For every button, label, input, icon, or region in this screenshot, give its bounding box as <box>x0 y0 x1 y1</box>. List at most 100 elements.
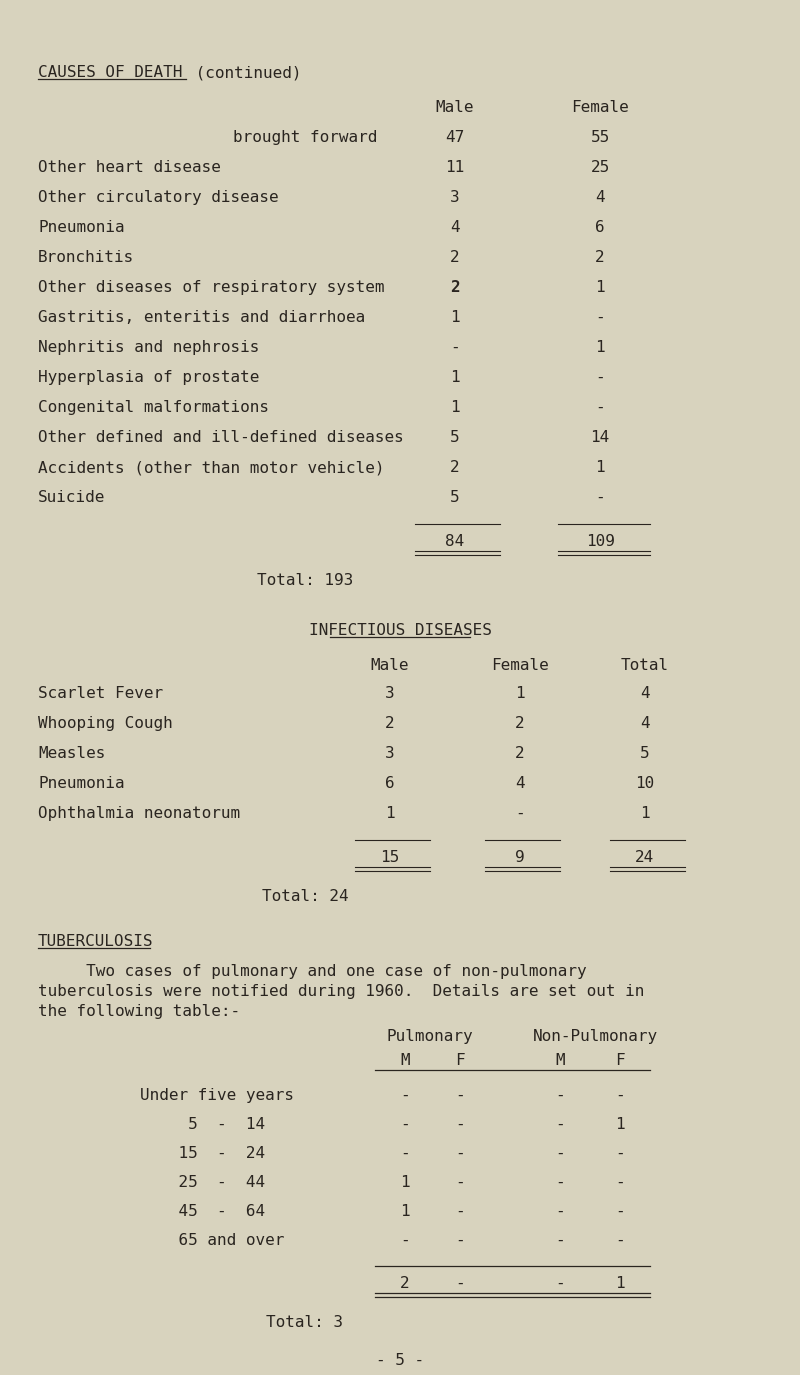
Text: 1: 1 <box>595 340 605 355</box>
Text: 5: 5 <box>450 490 460 505</box>
Text: Whooping Cough: Whooping Cough <box>38 716 173 732</box>
Text: -: - <box>400 1145 410 1160</box>
Text: Female: Female <box>491 659 549 672</box>
Text: the following table:-: the following table:- <box>38 1004 240 1019</box>
Text: 5  -  14: 5 - 14 <box>140 1116 265 1132</box>
Text: -: - <box>555 1116 565 1132</box>
Text: 1: 1 <box>450 370 460 385</box>
Text: F: F <box>455 1053 465 1068</box>
Text: Total: Total <box>621 659 669 672</box>
Text: Measles: Measles <box>38 747 106 760</box>
Text: 1: 1 <box>615 1116 625 1132</box>
Text: -: - <box>615 1176 625 1189</box>
Text: -: - <box>455 1088 465 1103</box>
Text: Under five years: Under five years <box>140 1088 294 1103</box>
Text: Gastritis, enteritis and diarrhoea: Gastritis, enteritis and diarrhoea <box>38 309 366 324</box>
Text: Female: Female <box>571 100 629 116</box>
Text: 4: 4 <box>450 220 460 235</box>
Text: 2: 2 <box>385 716 395 732</box>
Text: Non-Pulmonary: Non-Pulmonary <box>533 1028 658 1044</box>
Text: Suicide: Suicide <box>38 490 106 505</box>
Text: 5: 5 <box>640 747 650 760</box>
Text: -: - <box>400 1116 410 1132</box>
Text: -: - <box>595 400 605 415</box>
Text: Bronchitis: Bronchitis <box>38 250 134 265</box>
Text: -: - <box>455 1116 465 1132</box>
Text: 4: 4 <box>515 775 525 791</box>
Text: 10: 10 <box>635 775 654 791</box>
Text: 9: 9 <box>515 850 525 865</box>
Text: Nephritis and nephrosis: Nephritis and nephrosis <box>38 340 259 355</box>
Text: 25  -  44: 25 - 44 <box>140 1176 265 1189</box>
Text: 47: 47 <box>446 131 465 144</box>
Text: Pulmonary: Pulmonary <box>386 1028 474 1044</box>
Text: -: - <box>455 1204 465 1220</box>
Text: 1: 1 <box>515 686 525 701</box>
Text: 4: 4 <box>595 190 605 205</box>
Text: 3: 3 <box>450 190 460 205</box>
Text: 1: 1 <box>595 280 605 296</box>
Text: -: - <box>555 1176 565 1189</box>
Text: 11: 11 <box>446 160 465 175</box>
Text: -: - <box>555 1233 565 1248</box>
Text: 4: 4 <box>640 716 650 732</box>
Text: -: - <box>455 1145 465 1160</box>
Text: 25: 25 <box>590 160 610 175</box>
Text: M: M <box>555 1053 565 1068</box>
Text: 1: 1 <box>385 806 395 821</box>
Text: 2: 2 <box>400 1276 410 1291</box>
Text: 84: 84 <box>446 534 465 549</box>
Text: 15: 15 <box>380 850 400 865</box>
Text: Male: Male <box>370 659 410 672</box>
Text: Two cases of pulmonary and one case of non-pulmonary: Two cases of pulmonary and one case of n… <box>38 964 586 979</box>
Text: 1: 1 <box>450 309 460 324</box>
Text: 6: 6 <box>595 220 605 235</box>
Text: 2: 2 <box>450 280 460 296</box>
Text: Pneumonia: Pneumonia <box>38 220 125 235</box>
Text: 1: 1 <box>595 461 605 474</box>
Text: -: - <box>400 1088 410 1103</box>
Text: Total: 3: Total: 3 <box>266 1314 343 1330</box>
Text: F: F <box>615 1053 625 1068</box>
Text: -: - <box>615 1088 625 1103</box>
Text: 2: 2 <box>450 250 460 265</box>
Text: 3: 3 <box>385 686 395 701</box>
Text: Ophthalmia neonatorum: Ophthalmia neonatorum <box>38 806 240 821</box>
Text: Accidents (other than motor vehicle): Accidents (other than motor vehicle) <box>38 461 385 474</box>
Text: -: - <box>455 1276 465 1291</box>
Text: -: - <box>595 309 605 324</box>
Text: Other diseases of respiratory system: Other diseases of respiratory system <box>38 280 385 296</box>
Text: tuberculosis were notified during 1960.  Details are set out in: tuberculosis were notified during 1960. … <box>38 984 644 1000</box>
Text: -: - <box>555 1276 565 1291</box>
Text: Other circulatory disease: Other circulatory disease <box>38 190 278 205</box>
Text: 109: 109 <box>586 534 614 549</box>
Text: 1: 1 <box>615 1276 625 1291</box>
Text: 45  -  64: 45 - 64 <box>140 1204 265 1220</box>
Text: -: - <box>615 1145 625 1160</box>
Text: 2: 2 <box>515 716 525 732</box>
Text: -: - <box>455 1233 465 1248</box>
Text: -: - <box>515 806 525 821</box>
Text: TUBERCULOSIS: TUBERCULOSIS <box>38 934 154 949</box>
Text: 3: 3 <box>385 747 395 760</box>
Text: -: - <box>615 1233 625 1248</box>
Text: Pneumonia: Pneumonia <box>38 775 125 791</box>
Text: - 5 -: - 5 - <box>376 1353 424 1368</box>
Text: Total: 24: Total: 24 <box>262 890 348 903</box>
Text: 4: 4 <box>640 686 650 701</box>
Text: -: - <box>555 1145 565 1160</box>
Text: Male: Male <box>436 100 474 116</box>
Text: 65 and over: 65 and over <box>140 1233 284 1248</box>
Text: 2: 2 <box>515 747 525 760</box>
Text: INFECTIOUS DISEASES: INFECTIOUS DISEASES <box>309 623 491 638</box>
Text: Total: 193: Total: 193 <box>257 573 353 588</box>
Text: -: - <box>595 370 605 385</box>
Text: 1: 1 <box>640 806 650 821</box>
Text: CAUSES OF DEATH: CAUSES OF DEATH <box>38 65 182 80</box>
Text: 55: 55 <box>590 131 610 144</box>
Text: 14: 14 <box>590 430 610 446</box>
Text: -: - <box>595 490 605 505</box>
Text: brought forward: brought forward <box>233 131 377 144</box>
Text: -: - <box>455 1176 465 1189</box>
Text: Scarlet Fever: Scarlet Fever <box>38 686 163 701</box>
